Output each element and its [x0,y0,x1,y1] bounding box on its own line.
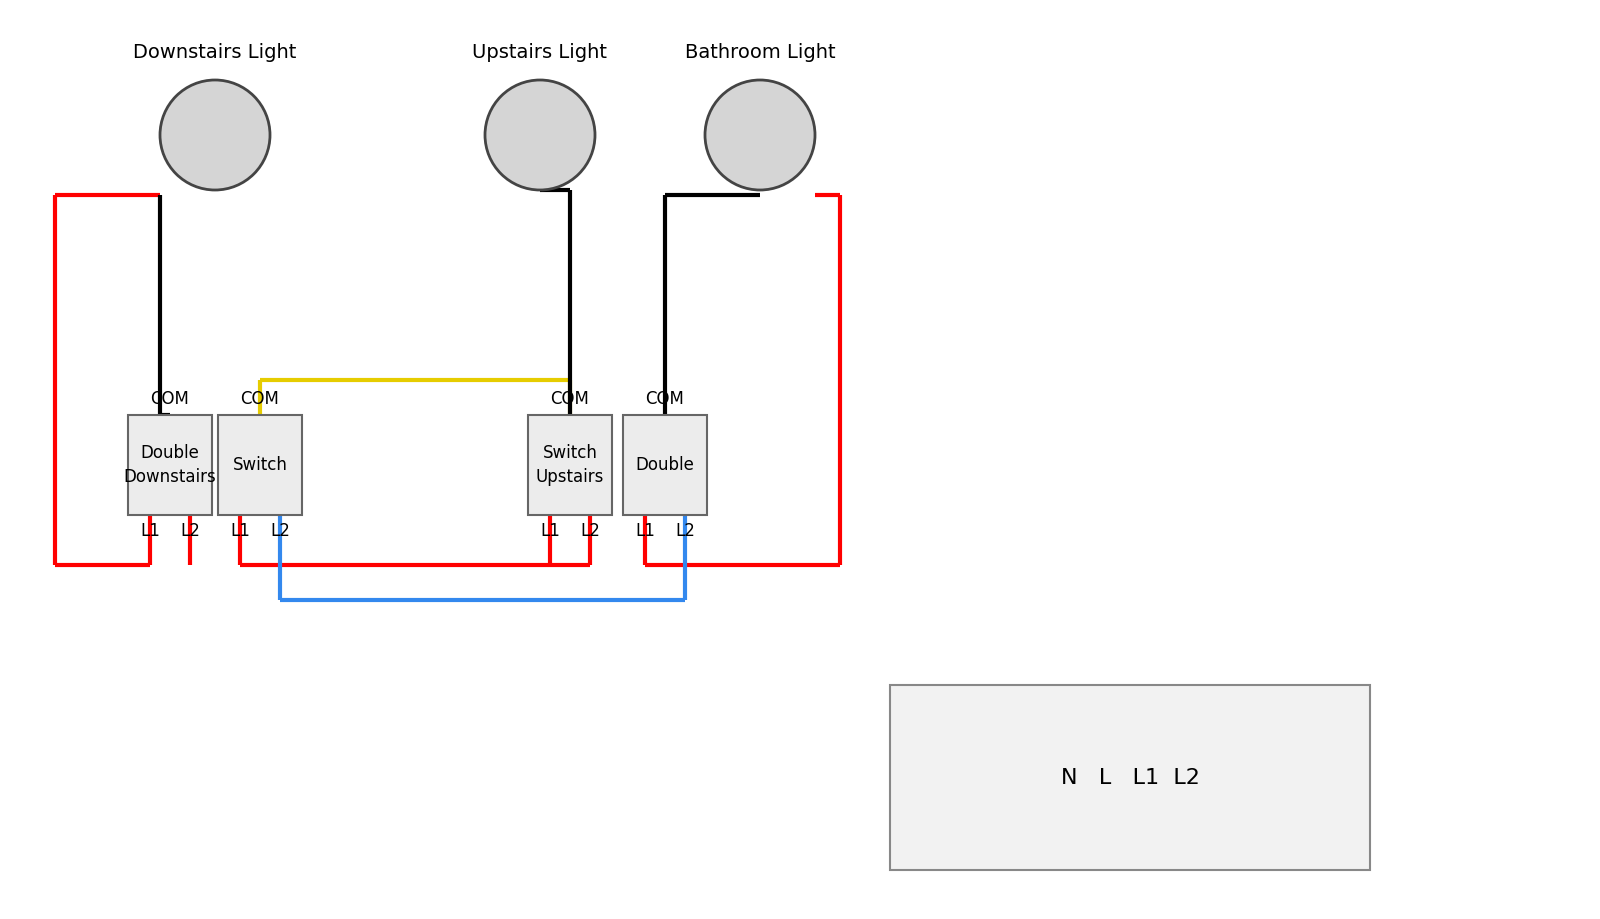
Text: Double: Double [141,444,200,461]
Ellipse shape [485,80,595,190]
FancyBboxPatch shape [622,415,707,515]
Text: Upstairs Light: Upstairs Light [472,43,608,62]
Text: COM: COM [645,390,685,408]
Text: Switch: Switch [232,456,288,474]
Text: Downstairs: Downstairs [123,469,216,486]
FancyBboxPatch shape [890,685,1370,870]
Text: L1: L1 [635,522,654,540]
Text: Switch: Switch [542,444,597,461]
Text: L2: L2 [270,522,290,540]
Ellipse shape [706,80,814,190]
FancyBboxPatch shape [528,415,611,515]
Text: L2: L2 [581,522,600,540]
Text: N   L   L1  L2: N L L1 L2 [1061,767,1200,788]
Text: COM: COM [240,390,280,408]
Ellipse shape [160,80,270,190]
Text: L2: L2 [181,522,200,540]
Text: Double: Double [635,456,694,474]
FancyBboxPatch shape [128,415,211,515]
Text: L1: L1 [141,522,160,540]
Text: Bathroom Light: Bathroom Light [685,43,835,62]
Text: COM: COM [550,390,589,408]
Text: L1: L1 [230,522,250,540]
Text: Upstairs: Upstairs [536,469,605,486]
Text: Downstairs Light: Downstairs Light [133,43,296,62]
Text: COM: COM [150,390,189,408]
Text: L2: L2 [675,522,694,540]
FancyBboxPatch shape [218,415,302,515]
Text: L1: L1 [541,522,560,540]
